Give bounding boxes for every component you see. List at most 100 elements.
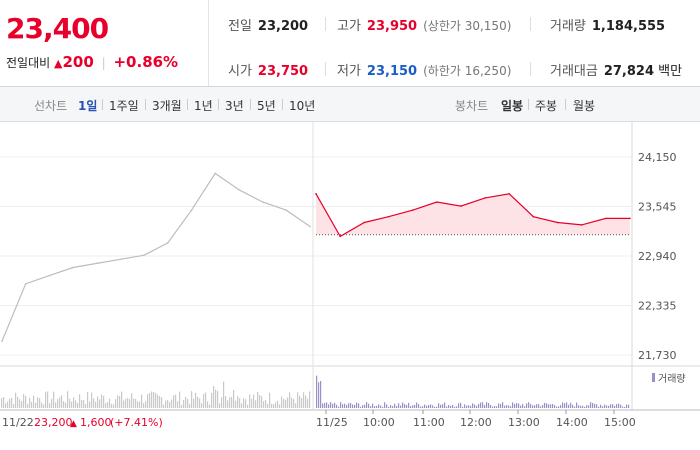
volume-bar <box>410 406 412 408</box>
volume-bar <box>456 406 458 408</box>
volume-bar <box>332 403 334 408</box>
volume-bar <box>592 402 594 408</box>
volume-bar <box>167 399 169 408</box>
volume-bar <box>1 398 3 408</box>
volume-bar <box>85 403 87 408</box>
volume-bar <box>450 405 452 408</box>
volume-bar <box>87 392 89 408</box>
volume-bar <box>368 403 370 408</box>
y-tick-label: 24,150 <box>638 151 677 164</box>
period-3m[interactable]: 3개월 <box>152 99 182 113</box>
volume-bar <box>380 405 382 408</box>
volume-bar <box>223 381 225 408</box>
quote-header: 23,400 전일대비 ▲200 | +0.86% 전일 23,200 고가 23,… <box>0 0 700 87</box>
period-1d[interactable]: 1일 <box>78 99 98 113</box>
prior-up-icon: ▲ <box>70 419 77 429</box>
volume-bar <box>594 403 596 408</box>
up-triangle-icon: ▲ <box>54 57 63 70</box>
volume-bar <box>31 401 33 408</box>
volume-bar <box>271 403 273 408</box>
period-3y[interactable]: 3년 <box>225 99 244 113</box>
volume-bar <box>161 397 163 408</box>
y-tick-label: 22,335 <box>638 300 677 313</box>
volume-bar <box>536 404 538 408</box>
volume-bar <box>602 406 604 408</box>
amount-value: 27,824 <box>603 64 655 79</box>
volume-bar <box>245 399 247 408</box>
volume-bar <box>235 400 237 408</box>
candle-weekly[interactable]: 주봉 <box>535 99 558 113</box>
volume-bar <box>229 397 231 408</box>
volume-bar <box>243 398 245 408</box>
low-price: 저가 23,150 (하한가 16,250) <box>337 60 511 79</box>
volume-bar <box>330 402 332 408</box>
period-1y[interactable]: 1년 <box>194 99 213 113</box>
volume-bar <box>75 400 77 408</box>
volume-bar <box>598 406 600 408</box>
volume-bar <box>109 398 111 408</box>
prior-pct-label: (+7.41%) <box>110 416 163 429</box>
volume-bar <box>23 394 25 408</box>
volume-bar <box>9 398 11 408</box>
x-axis: 11/25 10:00 11:00 12:00 13:00 14:00 15:00 <box>316 410 636 429</box>
volume-bar <box>384 402 386 408</box>
volume-bar <box>119 395 121 408</box>
period-1w[interactable]: 1주일 <box>109 99 139 113</box>
volume-bar <box>281 396 283 408</box>
current-price: 23,400 <box>6 12 109 45</box>
volume-bar <box>273 404 275 408</box>
volume-bar <box>35 402 37 408</box>
change-line: 전일대비 ▲200 | +0.86% <box>6 53 178 71</box>
volume-bar <box>101 394 103 408</box>
line-chart-label: 선차트 <box>34 99 68 113</box>
volume-bar <box>464 404 466 408</box>
volume-bar <box>354 404 356 408</box>
volume-bar <box>123 400 125 408</box>
candle-daily[interactable]: 일봉 <box>501 99 524 113</box>
volume-bar <box>51 398 53 408</box>
prev-label: 전일 <box>228 19 252 34</box>
today-point <box>580 224 583 226</box>
volume-bar <box>418 404 420 408</box>
volume-bar <box>41 402 43 408</box>
volume-label: 거래량 <box>550 19 586 34</box>
volume-bar <box>512 402 514 408</box>
volume-bar <box>388 406 390 408</box>
volume-bar <box>502 402 504 408</box>
volume-bar <box>135 398 137 408</box>
volume-bar <box>372 403 374 408</box>
volume-bar <box>438 403 440 408</box>
today-point <box>460 205 462 207</box>
volume-bar <box>283 398 285 408</box>
prior-point <box>1 340 3 342</box>
volume-bar <box>17 396 19 408</box>
volume-bar <box>342 404 344 408</box>
volume-bar <box>99 399 101 408</box>
volume-bar <box>520 405 522 408</box>
volume-bar <box>452 405 454 408</box>
volume-bar <box>534 405 536 408</box>
volume-bar <box>518 403 520 408</box>
volume-bar <box>428 404 430 408</box>
period-5y[interactable]: 5년 <box>257 99 276 113</box>
volume-bar <box>576 402 578 408</box>
lower-limit: (하한가 16,250) <box>423 64 512 78</box>
volume-bar <box>49 403 51 408</box>
volume-bar <box>205 392 207 408</box>
volume-bar <box>95 401 97 408</box>
prior-point <box>309 225 311 228</box>
volume-bar <box>185 396 187 408</box>
volume-bar <box>25 395 27 408</box>
today-point <box>435 201 438 203</box>
volume-bar <box>376 405 378 408</box>
chart-lines <box>1 172 631 342</box>
volume-bar <box>498 403 500 408</box>
volume-bar <box>596 404 598 408</box>
volume-bar <box>492 406 494 408</box>
volume-bar <box>588 405 590 408</box>
period-10y[interactable]: 10년 <box>289 99 316 113</box>
candle-monthly[interactable]: 월봉 <box>573 99 596 113</box>
volume-bar <box>115 399 117 408</box>
volume-bar <box>189 403 191 408</box>
volume-bar <box>390 405 392 408</box>
